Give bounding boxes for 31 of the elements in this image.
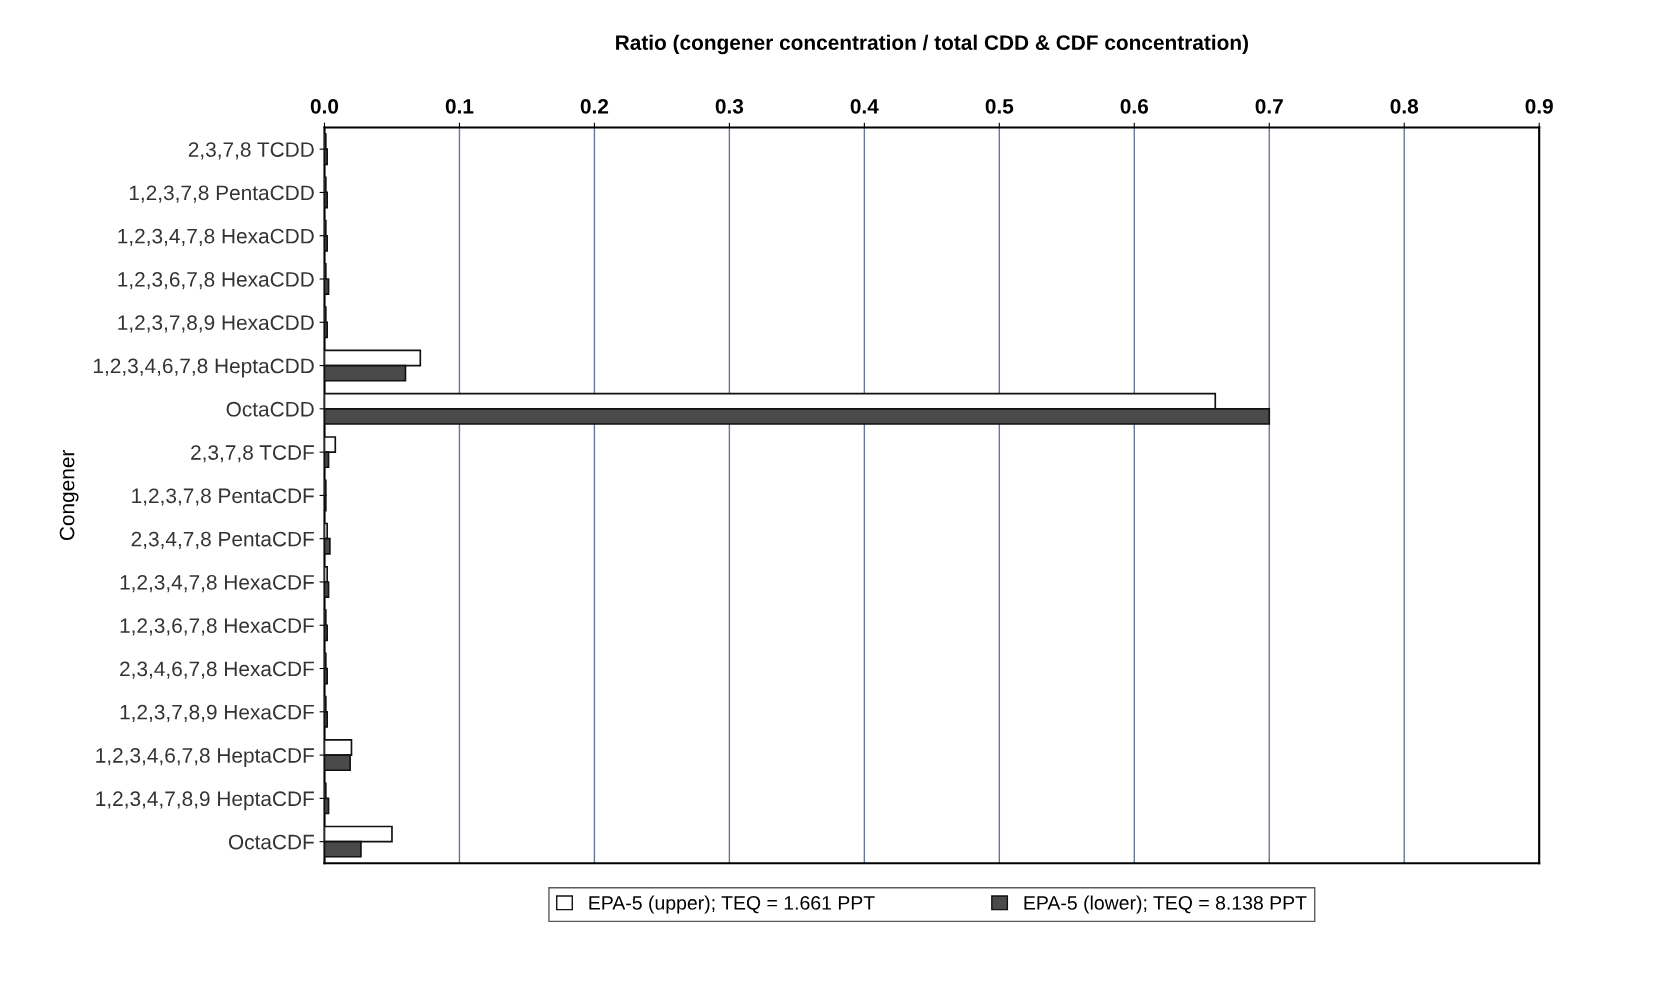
y-tick-label: 2,3,7,8 TCDF [191, 445, 314, 463]
y-tick-label: 2,3,7,8 TCDD [188, 142, 314, 160]
x-tick-label: 0.3 [715, 98, 744, 114]
y-tick-label: 1,2,3,4,7,8,9 HeptaCDF [96, 791, 314, 811]
y-tick-label: 1,2,3,4,7,8 HexaCDD [118, 228, 314, 246]
x-tick-label: 0.8 [1390, 98, 1419, 114]
x-tick-label: 0.7 [1255, 98, 1283, 114]
y-tick-label: 1,2,3,4,6,7,8 HeptaCDD [94, 358, 314, 378]
y-tick-label: 1,2,3,7,8,9 HexaCDD [118, 315, 314, 333]
x-tick-label: 0.6 [1120, 98, 1149, 114]
y-tick-label: 1,2,3,4,7,8 HexaCDF [120, 574, 314, 593]
x-tick-label: 0.9 [1525, 98, 1553, 114]
y-tick-label: 1,2,3,7,8 PentaCDF [132, 488, 314, 506]
y-tick-label: 1,2,3,6,7,8 HexaCDD [118, 272, 314, 290]
y-tick-label: 2,3,4,6,7,8 HexaCDF [120, 661, 314, 679]
y-axis-title: Congener [59, 450, 79, 541]
y-tick-label: 2,3,4,7,8 PentaCDF [131, 531, 314, 549]
x-tick-label: 0.0 [310, 98, 339, 114]
x-tick-label: 0.1 [445, 98, 474, 114]
x-tick-label: 0.5 [985, 98, 1014, 114]
x-tick-label: 0.2 [580, 98, 609, 114]
x-axis-title: Ratio (congener concentration / total CDD & CDF concentration) [616, 34, 1248, 55]
legend-label: EPA-5 (upper); TEQ = 1.661 PPT [589, 895, 875, 914]
y-tick-label: 1,2,3,4,6,7,8 HeptaCDF [96, 748, 314, 767]
y-tick-label: 1,2,3,7,8,9 HexaCDF [120, 704, 314, 723]
y-tick-label: 1,2,3,7,8 PentaCDD [129, 185, 314, 203]
x-tick-label: 0.4 [850, 98, 879, 114]
y-tick-label: 1,2,3,6,7,8 HexaCDF [120, 618, 314, 636]
y-tick-label: OctaCDD [226, 401, 314, 417]
legend-label: EPA-5 (lower); TEQ = 8.138 PPT [1024, 895, 1307, 914]
y-tick-label: OctaCDF [228, 834, 314, 850]
